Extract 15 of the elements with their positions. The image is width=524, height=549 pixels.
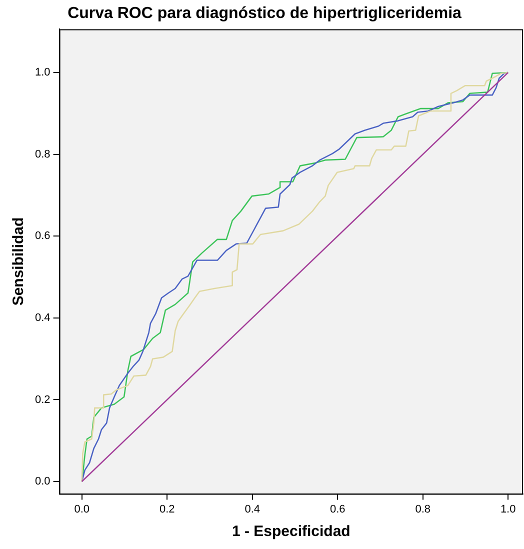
y-axis-title: Sensibilidad: [10, 217, 28, 306]
x-tick-label: 0.0: [74, 503, 90, 516]
y-tick-label: 0.0: [34, 476, 50, 488]
y-tick-label: 0.8: [34, 148, 50, 160]
y-tick-label: 0.4: [34, 312, 50, 324]
chart-title: Curva ROC para diagnóstico de hipertrigliceridemia: [68, 5, 462, 22]
x-tick-label: 1.0: [500, 503, 516, 516]
x-tick-label: 0.8: [415, 503, 430, 516]
x-tick-label: 0.2: [159, 503, 175, 516]
y-tick-label: 0.2: [34, 394, 50, 406]
y-tick-label: 0.6: [34, 230, 50, 242]
x-tick-label: 0.4: [244, 503, 260, 516]
y-tick-label: 1.0: [34, 66, 50, 79]
x-axis-title: 1 - Especificidad: [232, 523, 350, 540]
x-tick-label: 0.6: [330, 503, 346, 516]
